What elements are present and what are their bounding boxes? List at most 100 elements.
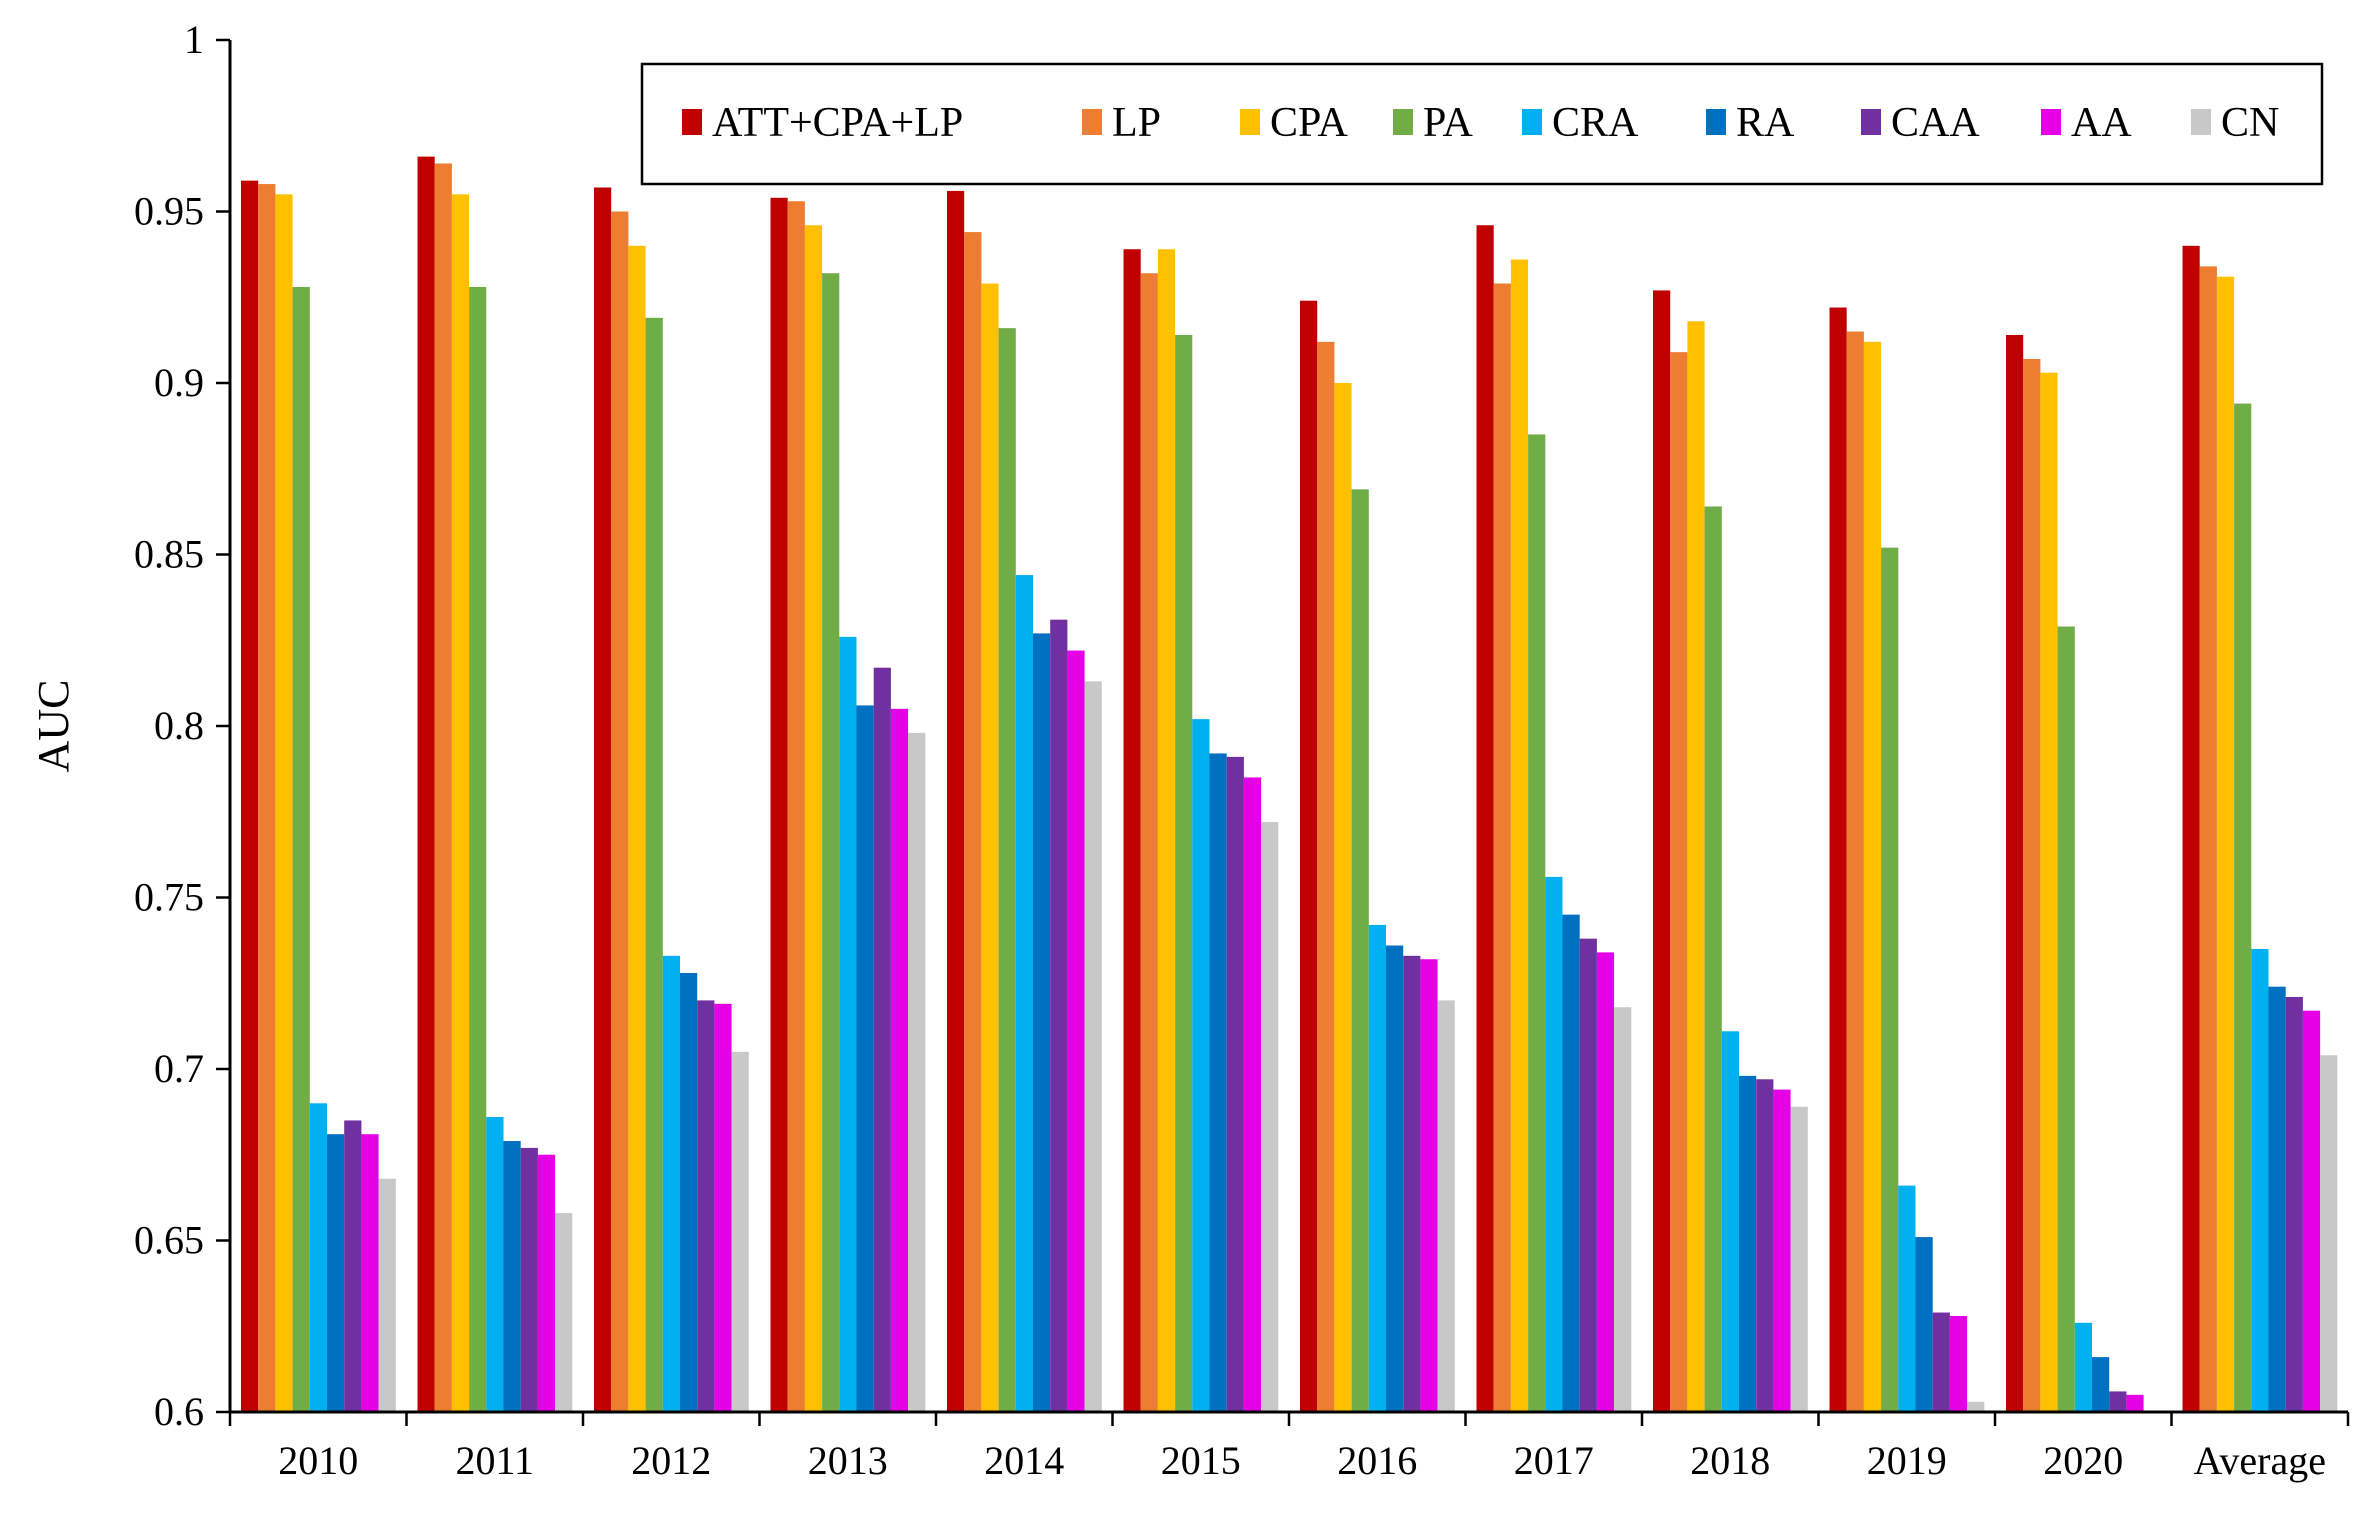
y-tick-label: 0.6 (154, 1389, 204, 1434)
bar-lp-2010 (258, 184, 276, 1412)
bar-caa-2019 (1932, 1312, 1950, 1412)
legend-swatch-att-cpa-lp (682, 109, 702, 135)
bar-cra-2015 (1192, 719, 1210, 1412)
bar-lp-2016 (1317, 341, 1335, 1413)
bar-pa-2018 (1704, 506, 1722, 1413)
bar-cra-2018 (1721, 1031, 1739, 1412)
bar-cpa-2019 (1863, 341, 1882, 1413)
bar-cpa-2015 (1157, 249, 1176, 1413)
bar-cn-2015 (1261, 822, 1279, 1412)
y-tick-label: 0.85 (134, 532, 204, 577)
legend-swatch-lp (1082, 109, 1102, 135)
bar-lp-2018 (1670, 352, 1688, 1412)
bar-att-cpa-lp-2014 (947, 190, 965, 1412)
bar-cpa-2013 (804, 225, 823, 1413)
legend-swatch-caa (1861, 109, 1881, 135)
bar-pa-2012 (645, 317, 663, 1413)
bar-aa-average (2302, 1010, 2321, 1412)
bar-lp-2015 (1140, 273, 1158, 1412)
bar-aa-2013 (890, 708, 909, 1412)
bar-caa-2011 (520, 1147, 538, 1412)
legend-swatch-cn (2191, 109, 2211, 135)
bar-ra-2016 (1386, 945, 1404, 1412)
bar-aa-2020 (2126, 1394, 2144, 1412)
bar-lp-2019 (1846, 331, 1864, 1412)
bar-cra-2013 (839, 636, 857, 1412)
bar-lp-2012 (611, 211, 629, 1412)
legend-label: CRA (1552, 100, 1639, 146)
bar-pa-2014 (998, 328, 1016, 1412)
bar-caa-average (2285, 996, 2303, 1412)
bar-cpa-average (2216, 276, 2235, 1412)
y-tick-label: 1 (184, 17, 204, 62)
bar-cra-2011 (486, 1117, 504, 1412)
y-tick-label: 0.9 (154, 360, 204, 405)
x-tick-label: 2011 (455, 1438, 534, 1483)
bar-aa-2012 (714, 1003, 732, 1412)
bar-cn-2018 (1790, 1106, 1808, 1412)
bar-pa-2010 (292, 286, 310, 1413)
y-tick-label: 0.75 (134, 875, 204, 920)
bar-aa-2010 (361, 1134, 379, 1412)
bar-caa-2010 (344, 1120, 362, 1412)
legend-swatch-cra (1522, 109, 1542, 135)
y-axis-title: AUC (29, 680, 78, 773)
bar-att-cpa-lp-2015 (1123, 249, 1141, 1413)
bar-ra-2015 (1209, 753, 1227, 1412)
bar-caa-2017 (1579, 938, 1597, 1412)
bar-att-cpa-lp-2020 (2006, 334, 2024, 1413)
bar-cn-2019 (1967, 1401, 1985, 1412)
bar-att-cpa-lp-2016 (1300, 300, 1318, 1413)
x-tick-label: 2018 (1690, 1438, 1770, 1483)
bar-att-cpa-lp-2019 (1829, 307, 1847, 1412)
bar-cpa-2014 (981, 283, 999, 1412)
bar-pa-2015 (1175, 334, 1193, 1413)
bar-cpa-2020 (2040, 372, 2058, 1413)
bar-pa-2020 (2057, 626, 2075, 1412)
bar-ra-2010 (327, 1134, 345, 1412)
y-tick-label: 0.7 (154, 1046, 204, 1091)
bar-aa-2014 (1067, 650, 1085, 1412)
bar-ra-2019 (1915, 1237, 1933, 1412)
bar-ra-2020 (2092, 1357, 2110, 1412)
bar-cn-2010 (378, 1178, 396, 1412)
bar-cpa-2010 (275, 194, 293, 1413)
legend-label: LP (1112, 100, 1161, 146)
bar-att-cpa-lp-2012 (594, 187, 612, 1413)
legend: ATT+CPA+LP LP CPA PA CRA RA CAA AA CN (640, 62, 2324, 186)
legend-swatch-ra (1706, 109, 1726, 135)
bar-caa-2018 (1756, 1079, 1774, 1412)
bar-caa-2016 (1403, 955, 1421, 1412)
bar-ra-2014 (1033, 633, 1051, 1412)
bar-aa-2015 (1243, 777, 1262, 1412)
bar-cra-2016 (1368, 924, 1386, 1412)
bar-att-cpa-lp-2018 (1653, 290, 1671, 1412)
x-tick-label: 2019 (1867, 1438, 1947, 1483)
bar-caa-2015 (1226, 756, 1244, 1412)
bar-aa-2011 (537, 1154, 556, 1412)
bar-ra-average (2268, 986, 2286, 1412)
x-tick-label: 2013 (808, 1438, 888, 1483)
bar-aa-2016 (1420, 959, 1438, 1412)
bar-cra-2010 (309, 1103, 327, 1412)
bar-att-cpa-lp-2010 (241, 180, 259, 1412)
x-tick-label: 2014 (984, 1438, 1064, 1483)
bar-cpa-2018 (1687, 321, 1705, 1412)
y-axis-ticks: 0.6 0.65 0.7 0.75 0.8 0.85 0.9 0.95 1 (134, 17, 230, 1434)
bar-att-cpa-lp-2017 (1476, 225, 1494, 1413)
bar-cn-2017 (1614, 1007, 1632, 1412)
bar-ra-2013 (856, 705, 874, 1412)
bar-cra-2012 (662, 955, 680, 1412)
x-tick-label: 2017 (1514, 1438, 1594, 1483)
legend-swatch-pa (1393, 109, 1413, 135)
legend-label: ATT+CPA+LP (712, 100, 963, 146)
bar-ra-2018 (1739, 1075, 1757, 1412)
bar-cra-2017 (1545, 876, 1563, 1412)
bar-cn-2014 (1084, 681, 1102, 1412)
bar-att-cpa-lp-2013 (770, 197, 788, 1412)
y-tick-label: 0.8 (154, 703, 204, 748)
bar-caa-2020 (2109, 1391, 2127, 1412)
bar-caa-2014 (1050, 619, 1068, 1412)
legend-label: RA (1736, 100, 1795, 146)
bar-cn-2012 (731, 1051, 749, 1412)
